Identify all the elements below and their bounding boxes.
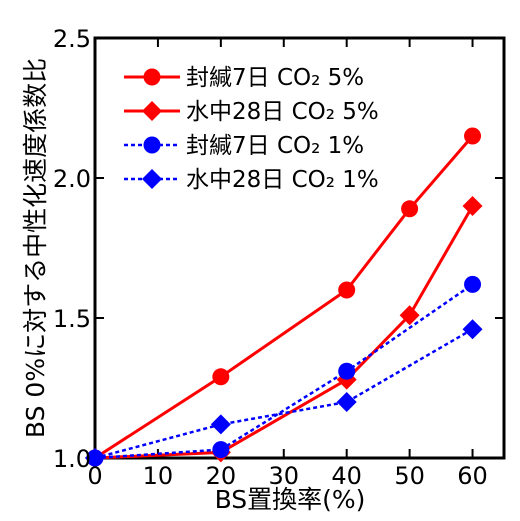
- legend-item-1: 封緘7日 CO₂ 5%: [124, 65, 364, 91]
- data-point: [85, 448, 105, 468]
- data-point: [336, 392, 357, 412]
- legend-label: 封緘7日 CO₂ 5%: [186, 65, 364, 91]
- legend-label: 水中28日 CO₂ 1%: [186, 167, 379, 193]
- x-tick-label: 10: [143, 462, 174, 490]
- legend-item-2: 水中28日 CO₂ 5%: [124, 99, 379, 125]
- tick-labels: 0 10 20 30 40 50 60 1.0 1.5 2.0 2.5: [53, 25, 488, 490]
- y-tick-label: 1.0: [53, 445, 91, 473]
- data-point: [462, 196, 483, 216]
- legend-label: 水中28日 CO₂ 5%: [186, 99, 379, 125]
- data-point: [210, 414, 231, 435]
- legend-item-4: 水中28日 CO₂ 1%: [124, 167, 379, 193]
- legend-item-3: 封緘7日 CO₂ 1%: [124, 133, 364, 159]
- x-tick-label: 20: [206, 462, 237, 490]
- y-tick-label: 2.0: [53, 165, 91, 193]
- legend: 封緘7日 CO₂ 5% 水中28日 CO₂ 5% 封緘7日 CO₂ 1% 水中28日 …: [124, 65, 379, 193]
- data-point: [338, 281, 356, 299]
- data-point: [212, 441, 230, 459]
- y-tick-label: 2.5: [53, 25, 91, 53]
- y-axis-label: BS 0%に対する中性化速度係数比: [21, 58, 50, 438]
- series-line: [94, 283, 474, 460]
- data-point: [464, 127, 482, 145]
- legend-label: 封緘7日 CO₂ 1%: [186, 133, 364, 159]
- data-point: [462, 319, 483, 340]
- series-line: [94, 328, 474, 460]
- series-3: [86, 275, 482, 467]
- series-4: [85, 319, 483, 468]
- x-axis-label: BS置換率(%): [215, 485, 366, 514]
- legend-marker: [142, 101, 162, 121]
- data-point: [399, 305, 420, 326]
- legend-marker: [143, 68, 161, 86]
- x-tick-label: 0: [87, 462, 102, 490]
- data-point: [338, 362, 356, 380]
- legend-marker: [142, 169, 162, 189]
- data-point: [401, 200, 419, 218]
- data-point: [212, 368, 230, 386]
- x-tick-label: 50: [394, 462, 425, 490]
- y-tick-label: 1.5: [53, 305, 91, 333]
- x-tick-label: 60: [457, 462, 488, 490]
- x-tick-label: 40: [331, 462, 362, 490]
- legend-marker: [143, 136, 161, 154]
- data-point: [464, 275, 482, 293]
- plot-frame: [93, 36, 506, 460]
- plot-area: [85, 36, 506, 468]
- x-tick-label: 30: [268, 462, 299, 490]
